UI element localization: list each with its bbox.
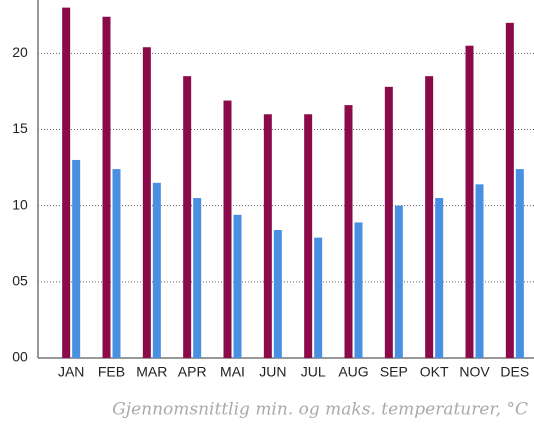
bar	[102, 16, 111, 358]
bar	[344, 105, 353, 358]
caption: Gjennomsnittlig min. og maks. temperatur…	[112, 400, 528, 420]
x-tick-label: JUL	[301, 364, 326, 380]
x-tick-label: SEP	[380, 364, 408, 380]
bar	[263, 114, 272, 359]
y-tick-label: 05	[12, 273, 28, 289]
bar	[304, 114, 313, 359]
bar	[435, 198, 444, 358]
y-tick-label: 20	[12, 44, 28, 60]
bar	[475, 184, 484, 358]
y-tick-label: 15	[12, 120, 28, 136]
bar	[394, 205, 403, 358]
bar	[223, 100, 232, 358]
x-tick-label: JUN	[259, 364, 286, 380]
bar	[152, 182, 161, 358]
x-tick-label: JAN	[58, 364, 84, 380]
bar	[314, 237, 323, 358]
bar	[354, 222, 363, 358]
bar	[384, 86, 393, 358]
x-tick-label: NOV	[459, 364, 490, 380]
x-tick-label: AUG	[338, 364, 368, 380]
bar	[273, 230, 282, 358]
x-tick-label: APR	[178, 364, 207, 380]
bar	[183, 76, 192, 358]
y-tick-label: 10	[12, 196, 28, 212]
bar	[193, 198, 202, 358]
bar	[62, 7, 71, 358]
bar	[505, 22, 514, 358]
y-tick-label: 00	[12, 349, 28, 365]
x-tick-label: FEB	[98, 364, 125, 380]
bar	[425, 76, 434, 358]
x-tick-label: MAR	[136, 364, 167, 380]
x-tick-label: DES	[500, 364, 529, 380]
bar	[465, 45, 474, 359]
bar	[233, 214, 242, 358]
bar	[112, 169, 121, 358]
x-tick-label: MAI	[220, 364, 245, 380]
bar	[72, 159, 81, 358]
x-tick-label: OKT	[420, 364, 449, 380]
bar	[515, 169, 524, 358]
bar	[142, 47, 151, 359]
